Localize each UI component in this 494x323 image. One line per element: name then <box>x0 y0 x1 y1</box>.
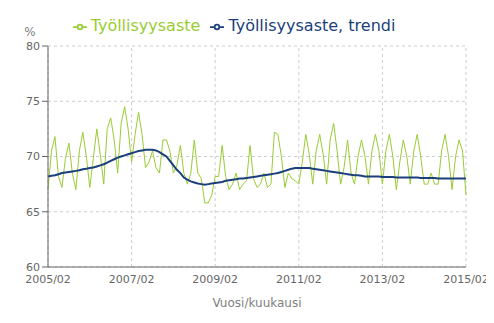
svg-text:2015/02: 2015/02 <box>443 273 486 286</box>
svg-text:70: 70 <box>26 150 40 163</box>
svg-text:75: 75 <box>26 95 40 108</box>
svg-text:2013/02: 2013/02 <box>360 273 406 286</box>
html-text:Työllisyysaste, trendi: Työllisyysaste, trendi <box>228 16 396 35</box>
svg-text:2007/02: 2007/02 <box>109 273 155 286</box>
svg-text:65: 65 <box>26 206 40 219</box>
svg-text:60: 60 <box>26 261 40 274</box>
html-text:Työllisyysaste: Työllisyysaste <box>90 16 201 35</box>
svg-text:80: 80 <box>26 40 40 53</box>
svg-text:2005/02: 2005/02 <box>25 273 71 286</box>
svg-text:%: % <box>24 25 35 39</box>
svg-text:2011/02: 2011/02 <box>276 273 322 286</box>
svg-text:2009/02: 2009/02 <box>192 273 238 286</box>
svg-text:Vuosi/kuukausi: Vuosi/kuukausi <box>212 296 301 310</box>
